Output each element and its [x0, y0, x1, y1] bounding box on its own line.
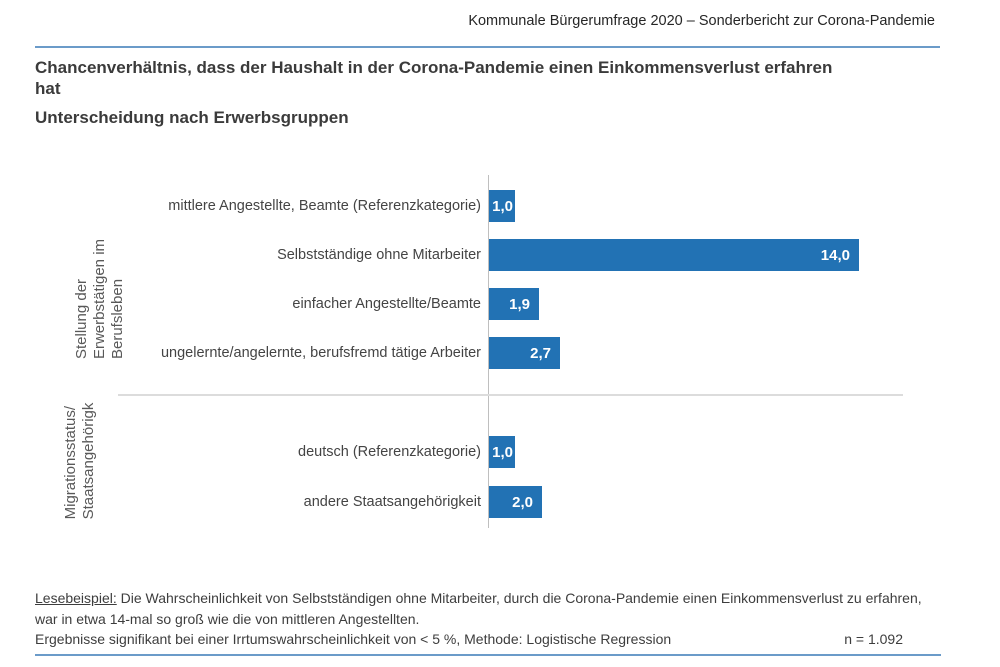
title-block: Chancenverhältnis, dass der Haushalt in …: [35, 57, 832, 128]
methods-row: Ergebnisse signifikant bei einer Irrtums…: [35, 631, 903, 647]
category-label: ungelernte/angelernte, berufsfremd tätig…: [160, 345, 481, 361]
category-label: einfacher Angestellte/Beamte: [292, 296, 481, 312]
bar: 14,0: [489, 239, 859, 271]
bar-value-label: 14,0: [820, 246, 850, 264]
reading-example-text: Die Wahrscheinlichkeit von Selbstständig…: [35, 590, 922, 627]
group-separator-line: [118, 394, 903, 396]
reading-example: Lesebeispiel: Die Wahrscheinlichkeit von…: [35, 588, 935, 630]
bottom-divider-line: [35, 654, 941, 656]
top-divider-line: [35, 46, 940, 48]
bar-value-label: 1,0: [492, 197, 513, 215]
bar: 1,9: [489, 288, 539, 320]
category-label: andere Staatsangehörigkeit: [303, 494, 481, 510]
bar: 2,7: [489, 337, 560, 369]
bar: 2,0: [489, 486, 542, 518]
bar-value-label: 1,0: [492, 443, 513, 461]
sample-size: n = 1.092: [844, 631, 903, 647]
reading-example-label: Lesebeispiel:: [35, 590, 117, 606]
axis-group-label: Migrationsstatus/Staatsangehörigk: [62, 402, 97, 520]
bar: 1,0: [489, 436, 515, 468]
chart-title-line2: hat: [35, 79, 61, 98]
category-label: deutsch (Referenzkategorie): [298, 444, 481, 460]
category-axis-line: [488, 175, 489, 528]
chart-title-line1: Chancenverhältnis, dass der Haushalt in …: [35, 58, 833, 77]
document-header: Kommunale Bürgerumfrage 2020 – Sonderber…: [468, 13, 935, 29]
significance-note: Ergebnisse signifikant bei einer Irrtums…: [35, 631, 672, 647]
bar: 1,0: [489, 190, 515, 222]
chart-subtitle: Unterscheidung nach Erwerbsgruppen: [35, 108, 349, 127]
category-label: Selbstständige ohne Mitarbeiter: [277, 247, 481, 263]
bar-value-label: 2,0: [512, 493, 533, 511]
bar-value-label: 2,7: [530, 344, 551, 362]
bar-value-label: 1,9: [509, 295, 530, 313]
category-label: mittlere Angestellte, Beamte (Referenzka…: [168, 198, 481, 214]
